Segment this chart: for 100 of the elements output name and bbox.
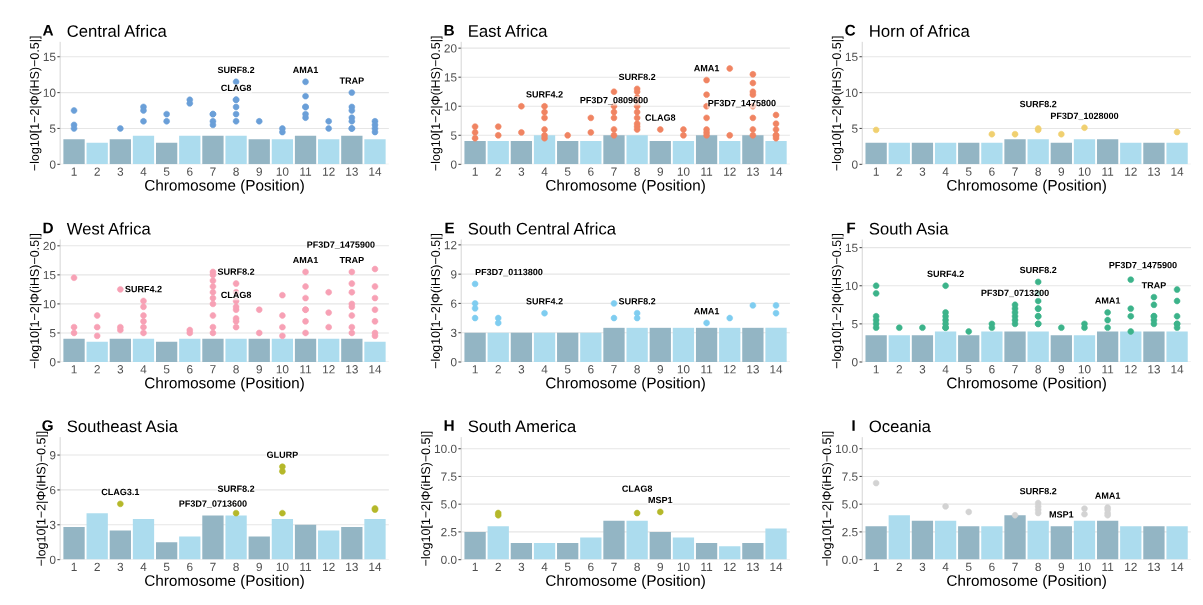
- x-tick-label: 5: [965, 365, 972, 374]
- y-tick-label: 0: [851, 160, 858, 169]
- text: I: [852, 420, 855, 431]
- y-tick-label: 5: [450, 131, 457, 140]
- x-tick-label: 2: [495, 562, 501, 571]
- x-tick-label: 3: [117, 562, 124, 572]
- x-tick-label: 6: [989, 167, 995, 176]
- x-tick-label: 12: [724, 167, 736, 176]
- x-tick-label: 12: [724, 365, 736, 374]
- x-tick-label: 5: [564, 167, 571, 176]
- x-tick-label: 13: [1148, 167, 1160, 176]
- x-axis-title: Chromosome (Position): [546, 574, 705, 590]
- x-tick-label: 9: [1058, 365, 1065, 374]
- x-tick-label: 12: [1125, 562, 1137, 571]
- x-tick-label: 3: [919, 562, 926, 572]
- x-tick-label: 6: [187, 562, 193, 572]
- y-axis-title: −log10[1−2|Φ(iHS)−0.5|]: [831, 36, 844, 171]
- x-tick-label: 5: [965, 562, 972, 572]
- x-tick-label: 11: [300, 562, 312, 571]
- x-tick-label: 5: [163, 167, 170, 176]
- annotation: PF3D7_0713600: [179, 500, 247, 508]
- y-tick-label: 15: [43, 52, 56, 62]
- annotation: PF3D7_0809600: [580, 96, 648, 105]
- x-tick-label: 8: [634, 167, 640, 176]
- y-axis-title: −log10[1−2|Φ(iHS)−0.5|]: [430, 234, 443, 369]
- x-tick-label: 9: [657, 365, 664, 374]
- annotation: SURF8.2: [217, 485, 255, 492]
- x-tick-label: 11: [300, 365, 312, 374]
- x-tick-label: 10: [276, 365, 289, 374]
- x-tick-label: 13: [747, 562, 759, 572]
- text: F: [847, 222, 856, 234]
- annotation: PF3D7_1475900: [1109, 261, 1177, 270]
- text: B: [444, 25, 454, 36]
- chart-title: Central Africa: [67, 24, 167, 37]
- x-tick-label: 6: [588, 562, 594, 572]
- x-tick-label: 5: [965, 167, 972, 176]
- y-tick-label: 10: [43, 299, 56, 309]
- chart-title: East Africa: [469, 24, 548, 37]
- x-tick-label: 5: [163, 365, 170, 374]
- x-tick-label: 6: [989, 365, 995, 374]
- x-tick-label: 11: [1102, 167, 1114, 176]
- y-tick-label: 5: [851, 320, 858, 329]
- x-tick-label: 6: [187, 365, 193, 374]
- x-tick-label: 7: [1012, 365, 1018, 374]
- annotation: SURF8.2: [618, 298, 656, 305]
- y-tick-label: 15: [845, 243, 858, 253]
- x-tick-label: 5: [163, 562, 170, 572]
- y-tick-label: 3: [49, 520, 56, 530]
- x-tick-label: 4: [541, 365, 548, 374]
- chart-title: South Central Africa: [468, 222, 616, 235]
- x-tick-label: 3: [117, 167, 124, 176]
- chart-title: Horn of Africa: [870, 24, 970, 37]
- x-tick-label: 4: [942, 167, 949, 176]
- y-tick-label: 0: [49, 555, 56, 565]
- y-tick-label: 7.5: [441, 472, 457, 481]
- x-tick-label: 6: [187, 167, 193, 176]
- x-tick-label: 10: [1078, 167, 1091, 176]
- x-tick-label: 1: [472, 167, 478, 176]
- x-tick-label: 13: [747, 167, 759, 176]
- text: D: [43, 222, 53, 234]
- x-tick-label: 2: [896, 167, 902, 176]
- y-axis-title: −log10[1−2|Φ(iHS)−0.5|]: [29, 234, 42, 369]
- x-tick-label: 8: [233, 167, 239, 176]
- x-tick-label: 10: [276, 562, 289, 572]
- x-axis-title: Chromosome (Position): [947, 179, 1106, 194]
- x-tick-label: 1: [472, 365, 478, 374]
- x-tick-label: 11: [701, 167, 713, 176]
- x-tick-label: 14: [369, 365, 382, 374]
- x-tick-label: 14: [770, 562, 783, 571]
- annotation: PF3D7_1475800: [708, 99, 776, 108]
- x-tick-label: 11: [300, 167, 312, 176]
- annotation: AMA1: [1095, 297, 1121, 304]
- annotation: MSP1: [648, 496, 673, 504]
- y-tick-label: 5: [49, 124, 56, 133]
- y-tick-label: 3: [450, 328, 457, 338]
- y-tick-label: 10: [845, 88, 858, 97]
- x-axis-title: Chromosome (Position): [145, 377, 304, 392]
- y-tick-label: 7.5: [842, 472, 858, 481]
- x-tick-label: 4: [140, 365, 147, 374]
- annotation: SURF4.2: [927, 270, 964, 278]
- x-tick-label: 1: [873, 365, 879, 374]
- annotation: SURF4.2: [125, 285, 162, 293]
- x-axis-title: Chromosome (Position): [546, 377, 705, 392]
- x-tick-label: 7: [210, 562, 216, 571]
- annotation: CLAG8: [622, 485, 653, 492]
- annotation: SURF8.2: [618, 73, 656, 81]
- x-tick-label: 9: [256, 365, 262, 374]
- y-tick-label: 0: [49, 160, 56, 169]
- y-tick-label: 10.0: [434, 444, 457, 454]
- x-tick-label: 11: [1102, 562, 1114, 571]
- x-tick-label: 13: [346, 562, 358, 572]
- text: A: [42, 25, 54, 36]
- x-tick-label: 10: [1078, 365, 1091, 374]
- x-tick-label: 14: [1171, 562, 1184, 571]
- annotation: TRAP: [339, 256, 364, 264]
- x-tick-label: 8: [233, 365, 239, 374]
- x-tick-label: 14: [770, 365, 783, 374]
- x-axis-title: Chromosome (Position): [546, 179, 705, 194]
- annotation: TRAP: [1141, 282, 1166, 289]
- x-tick-label: 2: [896, 365, 902, 374]
